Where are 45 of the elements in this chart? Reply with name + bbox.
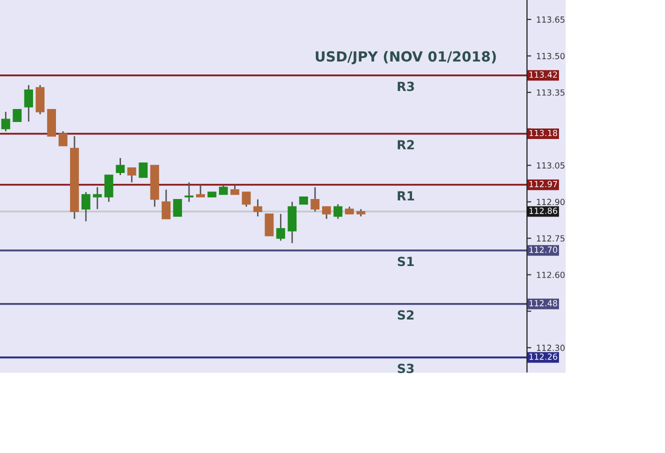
candlestick xyxy=(276,213,286,242)
ref-line-label: 112.86 xyxy=(529,208,558,214)
annotation: S2 xyxy=(398,310,414,320)
candlestick xyxy=(184,182,194,202)
candlestick xyxy=(196,184,205,198)
candlestick xyxy=(1,111,10,132)
ref-line-label: 113.18 xyxy=(529,130,558,136)
y-tick-label: 113.50 xyxy=(536,52,565,60)
annotation: S3 xyxy=(398,364,414,374)
candlestick xyxy=(310,186,320,212)
y-tick-label: 112.75 xyxy=(536,235,564,242)
annotation: R1 xyxy=(398,191,414,200)
ref-line-label: 112.70 xyxy=(529,246,558,253)
candlestick xyxy=(58,130,68,147)
ref-line-label: 112.97 xyxy=(529,180,558,188)
candlestick xyxy=(127,167,136,184)
ref-line-label: 113.42 xyxy=(529,71,557,78)
candlestick xyxy=(162,188,171,220)
candlestick xyxy=(24,84,34,122)
y-tick-label: 112.90 xyxy=(536,198,565,206)
candlestick xyxy=(230,184,240,196)
candlestick xyxy=(138,162,148,178)
candlestick xyxy=(81,191,90,222)
candlestick xyxy=(173,198,182,217)
text: USD/JPY (NOV 01/2018) xyxy=(316,50,496,64)
candlestick xyxy=(12,108,22,122)
y-tick-label: 113.05 xyxy=(536,162,564,169)
annotation: S1 xyxy=(398,256,414,266)
candlestick xyxy=(253,198,262,218)
y-tick-label: 113.65 xyxy=(536,16,564,23)
y-tick-label: 112.60 xyxy=(536,272,565,278)
candlestick xyxy=(116,157,125,176)
candlestick xyxy=(242,191,251,208)
annotation: R2 xyxy=(398,140,414,150)
ref-line-label: 112.48 xyxy=(529,300,558,306)
y-tick-label: 112.30 xyxy=(536,344,565,351)
candlestick xyxy=(322,206,331,220)
candlestick xyxy=(334,204,342,220)
y-tick-label: 113.35 xyxy=(536,89,564,96)
candlestick xyxy=(264,214,274,236)
annotation: R3 xyxy=(398,82,414,92)
candlestick xyxy=(92,186,102,210)
candlestick xyxy=(218,184,228,196)
ref-line-label: 112.26 xyxy=(529,354,558,360)
candlestick xyxy=(104,174,114,202)
